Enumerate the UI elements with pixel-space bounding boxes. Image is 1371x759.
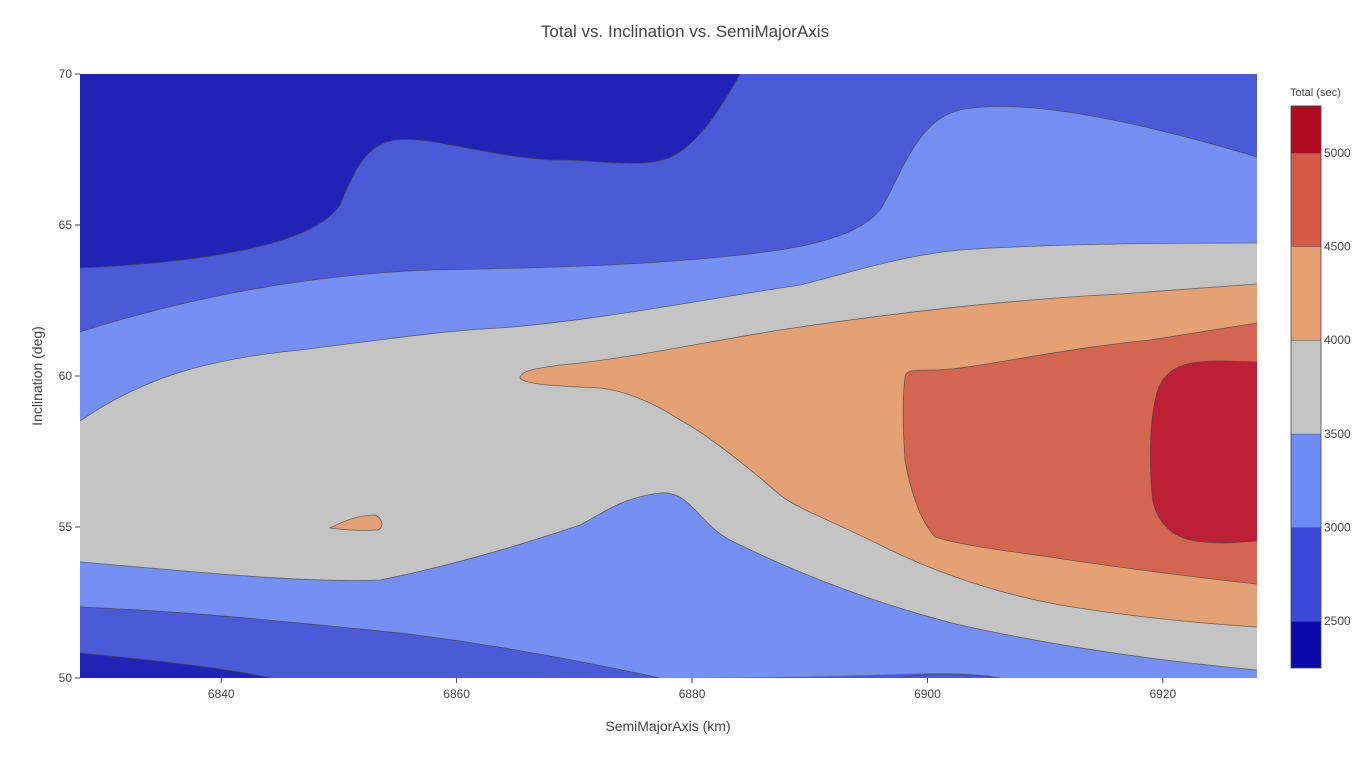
colorbar-band: [1291, 246, 1321, 341]
colorbar-frame: [1290, 105, 1322, 669]
colorbar-tick-label: 5000: [1324, 146, 1351, 160]
colorbar-band: [1291, 152, 1321, 247]
x-tick-label: 6860: [443, 687, 470, 701]
colorbar: Total (sec) 2500 3000 3500 4000 4500 5000: [1290, 87, 1351, 669]
contour-region-2500-3000-bottom: [80, 607, 660, 678]
x-axis-title: SemiMajorAxis (km): [605, 718, 730, 734]
colorbar-band: [1291, 433, 1321, 528]
x-axis: 6840 6860 6880 6900 6920: [208, 678, 1177, 701]
y-tick-label: 60: [59, 369, 73, 383]
colorbar-tick-label: 4500: [1324, 240, 1351, 254]
colorbar-band: [1291, 340, 1321, 434]
colorbar-tick-label: 2500: [1324, 614, 1351, 628]
contour-region-below-2500-bottom: [80, 653, 270, 678]
colorbar-bands: [1291, 105, 1321, 668]
y-axis: 50 55 60 65 70: [59, 67, 80, 685]
plot-area: [80, 74, 1257, 678]
x-tick-label: 6880: [679, 687, 706, 701]
y-tick-label: 55: [59, 520, 73, 534]
colorbar-tick-label: 4000: [1324, 333, 1351, 347]
contour-region-below-2500-top: [80, 74, 740, 268]
contour-region-above-5000: [1150, 361, 1257, 543]
x-tick-label: 6840: [208, 687, 235, 701]
chart-title: Total vs. Inclination vs. SemiMajorAxis: [541, 22, 829, 41]
contour-lines: [80, 74, 1257, 678]
y-tick-label: 70: [59, 67, 73, 81]
colorbar-ticks: 2500 3000 3500 4000 4500 5000: [1324, 146, 1351, 628]
colorbar-band: [1291, 106, 1321, 153]
contour-region-4000-4500-island: [330, 515, 382, 531]
colorbar-band: [1291, 527, 1321, 622]
y-axis-title: Inclination (deg): [29, 326, 45, 426]
y-tick-label: 50: [59, 671, 73, 685]
colorbar-tick-label: 3000: [1324, 521, 1351, 535]
colorbar-title: Total (sec): [1290, 87, 1341, 99]
x-tick-label: 6920: [1149, 687, 1176, 701]
colorbar-band: [1291, 621, 1321, 668]
colorbar-tick-label: 3500: [1324, 427, 1351, 441]
y-tick-label: 65: [59, 218, 73, 232]
x-tick-label: 6900: [914, 687, 941, 701]
